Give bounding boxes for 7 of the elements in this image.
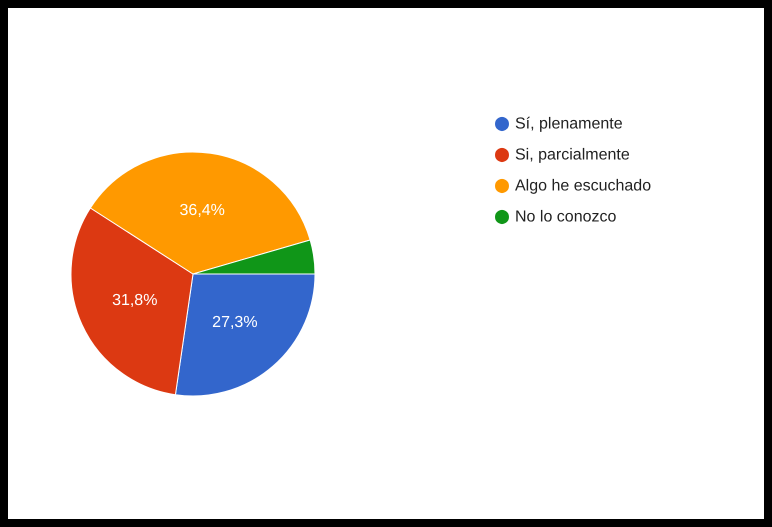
data-label: 36,4% (180, 202, 225, 220)
legend-label: Si, parcialmente (515, 146, 630, 164)
data-label: 31,8% (112, 292, 158, 310)
legend-label: No lo conozco (515, 208, 616, 226)
data-label: 27,3% (212, 314, 258, 331)
legend-label: Algo he escuchado (515, 178, 652, 194)
legend-label: Sí, plenamente (515, 116, 623, 132)
